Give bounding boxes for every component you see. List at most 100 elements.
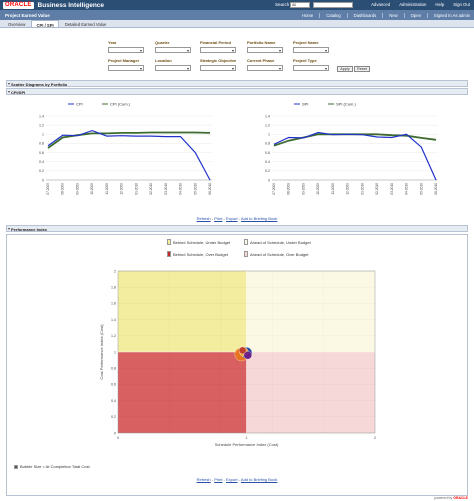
y-tick-label: 2 [114,269,116,273]
cpi-line-chart: CPI CPI (Cum.) 0 0.2 0.4 0.6 0.8 1 1.2 1.4 07-2009… [39,102,212,195]
nav-link-0[interactable]: Home [302,12,314,18]
spi-line-chart: SPI SPI (Cum.) 0 0.2 0.4 0.6 0.8 1 1.2 1.4 07-2009… [265,102,438,195]
y-tick-label: 0.2 [39,169,44,173]
prompt-select[interactable] [155,65,191,71]
legend-label: CPI [76,102,83,107]
prompt-label: Location [155,58,172,63]
quadrant-label: Behind Schedule, Over Budget [173,251,228,257]
scatter-section-header[interactable]: Scatter Diagrams by Portfolio [6,80,468,87]
link-separator: - [210,477,215,482]
y-tick-label: 0.8 [111,367,116,371]
reset-button[interactable]: Reset [354,66,370,72]
tab-1[interactable]: CPI / SPI [31,20,59,28]
quadrant-ahead-under [246,271,375,352]
prompt-select[interactable] [155,47,191,53]
collapse-icon[interactable] [8,228,10,230]
y-tick-label: 1.4 [39,114,44,118]
link-separator: - [222,216,226,221]
prompt-select[interactable] [293,47,329,53]
link-refresh[interactable]: Refresh [196,216,211,221]
link-export[interactable]: Export [226,477,238,482]
tab-2[interactable]: Detailed Earned Value [64,21,107,27]
bubble-swatch [14,464,18,469]
product-name: Business Intelligence [37,1,105,9]
section-title: Performance Index [11,227,48,232]
x-tick-label: 05-2010 [193,183,197,195]
x-axis-title: Schedule Performance Index (Cost) [215,442,279,447]
dashboard-bar: Project Earned Value Home Catalog Dashboar… [0,10,474,20]
x-tick-label: 08-2009 [61,183,65,195]
chart-links: Refresh - Print - Export - Add to Briefi… [0,477,474,482]
prompt-select[interactable] [108,65,144,71]
prompt-label: Year [108,40,117,45]
collapse-icon[interactable] [8,83,10,85]
prompt-select[interactable] [200,47,236,53]
x-tick-label: 09-2009 [75,183,79,195]
top-bar: ORACLE Business Intelligence Search All … [0,0,474,10]
x-tick-label: 2 [374,436,376,440]
series-line-cpi[interactable] [47,129,211,181]
series-line-spi[interactable] [273,131,437,181]
y-tick-label: 1 [268,133,270,137]
prompt-select[interactable] [293,65,329,71]
collapse-icon[interactable] [8,91,10,93]
y-tick-label: 1.8 [111,286,116,290]
y-tick-label: 1 [42,133,44,137]
search-scope-select[interactable]: All [290,1,310,8]
prompt-select[interactable] [108,47,144,53]
quadrant-behind-over [118,352,247,433]
x-tick-label: 0 [117,436,119,440]
section-title: Scatter Diagrams by Portfolio [11,82,68,87]
series-line-cpi-cum-[interactable] [47,131,211,149]
link-add-to-briefing-book[interactable]: Add to Briefing Book [240,216,278,221]
link-refresh[interactable]: Refresh [196,477,211,482]
bubble-point[interactable] [238,346,247,355]
performance-section-header[interactable]: Performance Index [6,225,468,232]
quadrant-swatch [167,251,171,257]
y-axis-title: Cost Performance Index (Cost) [99,324,104,380]
prompt-select[interactable] [247,47,283,53]
x-tick-label: 06-2010 [208,183,212,195]
series-line-spi-cum-[interactable] [273,133,437,147]
section-title: CPI/SPI [11,90,26,95]
link-add-to-briefing-book[interactable]: Add to Briefing Book [240,477,278,482]
x-tick-label: 01-2010 [360,183,364,195]
search-input[interactable] [313,1,353,8]
y-tick-label: 0.6 [111,383,116,387]
prompt-select[interactable] [200,65,236,71]
quadrant-behind-under [118,271,247,352]
y-tick-label: 1.2 [39,123,44,127]
legend-label: SPI [302,102,308,107]
y-tick-label: 1 [114,350,116,354]
nav-link-4[interactable]: Open [403,12,421,18]
prompt-7: Strategic Objective [200,58,240,71]
tab-0[interactable]: Overview [8,21,26,27]
y-tick-label: 0.2 [111,415,116,419]
link-print[interactable]: Print [214,477,223,482]
link-export[interactable]: Export [226,216,238,221]
quadrant-label: Behind Schedule, Under Budget [173,239,231,245]
bubble-point[interactable] [243,351,252,360]
nav-link-1[interactable]: Catalog [319,12,341,18]
cpi-spi-section-header[interactable]: CPI/SPI [6,88,468,95]
nav-link-2[interactable]: Dashboards [346,12,376,18]
y-tick-label: 0.6 [39,151,44,155]
prompt-label: Project Type [293,58,317,63]
header-links: Advanced Administration Help Sign Out [371,2,470,7]
apply-button[interactable]: Apply [337,66,353,72]
link-separator: - [222,477,226,482]
y-tick-label: 0.6 [265,151,270,155]
link-separator: - [210,216,215,221]
nav-link-3[interactable]: New [382,12,398,18]
header-link-3[interactable]: Sign Out [453,2,470,7]
prompt-select[interactable] [247,65,283,71]
y-tick-label: 0 [268,178,270,182]
header-link-0[interactable]: Advanced [371,2,391,7]
header-link-2[interactable]: Help [435,2,445,7]
y-tick-label: 1.2 [265,123,270,127]
x-tick-label: 06-2010 [434,183,438,195]
header-link-1[interactable]: Administration [399,2,427,7]
link-print[interactable]: Print [214,216,223,221]
x-tick-label: 11-2009 [331,183,335,195]
nav-link-5[interactable]: Signed In As admin [426,12,470,18]
